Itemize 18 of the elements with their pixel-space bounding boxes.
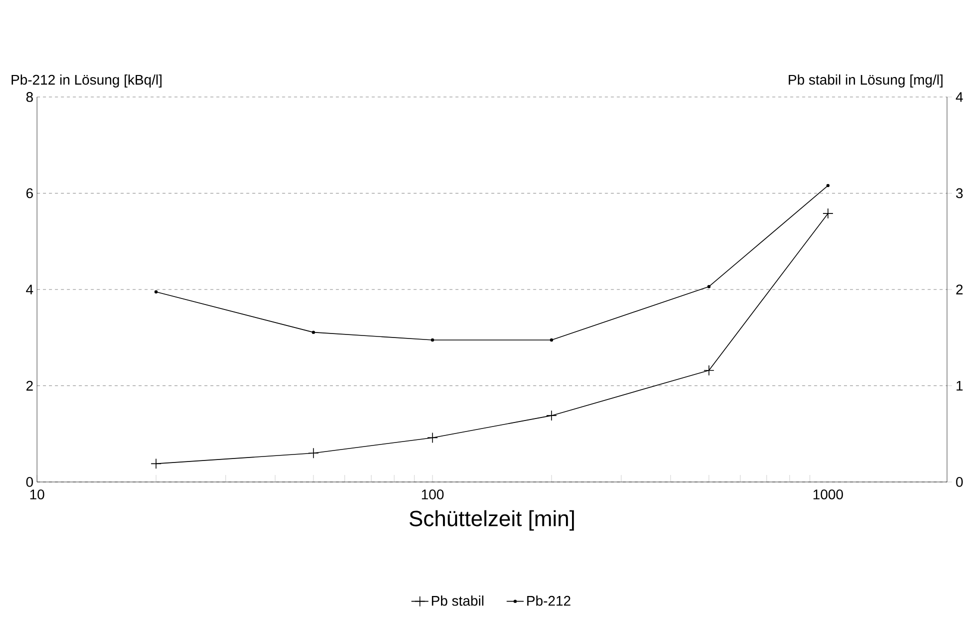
y-tick-label: 0 [26,477,33,487]
y-tick-label: 4 [26,284,34,294]
x-tick-label: 100 [422,489,444,500]
y2-axis-title: Pb stabil in Lösung [mg/l] [788,74,942,88]
y-tick-label: 2 [26,380,33,391]
x-tick-label: 1000 [814,489,843,500]
legend-label: Pb-212 [527,596,570,606]
y2-tick-label: 2 [956,284,963,294]
y2-tick-label: 4 [956,92,963,102]
y-tick-label: 6 [26,188,33,198]
x-axis-title: Schüttelzeit [min] [410,510,574,531]
y-tick-label: 8 [26,92,33,102]
legend-label: Pb stabil [432,596,484,606]
y2-tick-label: 0 [956,477,963,487]
x-tick-label: 10 [30,489,44,500]
y-axis-title: Pb-212 in Lösung [kBq/l] [12,74,162,88]
y2-tick-label: 3 [956,188,963,198]
y2-tick-label: 1 [956,380,963,391]
